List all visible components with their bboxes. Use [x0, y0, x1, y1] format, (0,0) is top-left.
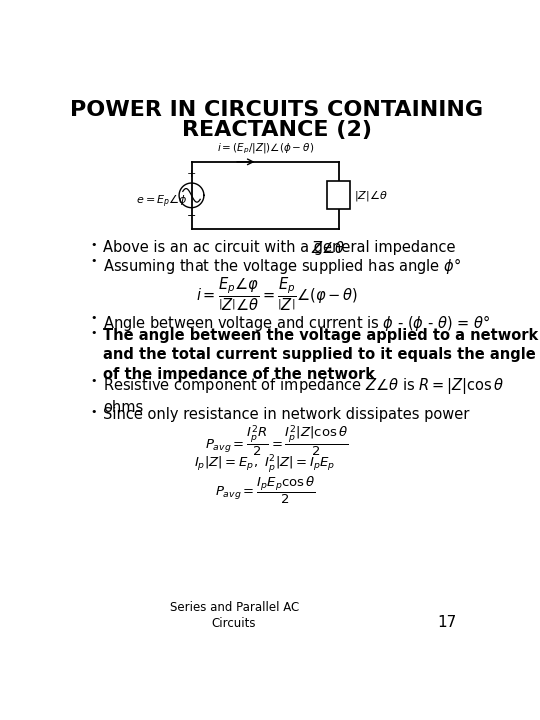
Text: Assuming that the voltage supplied has angle $\phi\degree$: Assuming that the voltage supplied has a…: [103, 256, 461, 276]
Text: $i = (E_p/|Z|)\angle(\phi - \theta)$: $i = (E_p/|Z|)\angle(\phi - \theta)$: [217, 142, 314, 156]
Text: •: •: [91, 256, 97, 266]
Text: $P_{avg} = \dfrac{I_p E_p \cos\theta}{2}$: $P_{avg} = \dfrac{I_p E_p \cos\theta}{2}…: [214, 474, 315, 506]
Bar: [327, 181, 350, 210]
Text: POWER IN CIRCUITS CONTAINING: POWER IN CIRCUITS CONTAINING: [70, 100, 483, 120]
Text: •: •: [91, 312, 97, 323]
Text: Since only resistance in network dissipates power: Since only resistance in network dissipa…: [103, 407, 469, 422]
Text: $P_{avg} = \dfrac{I_p^2 R}{2} = \dfrac{I_p^2|Z|\cos\theta}{2}$: $P_{avg} = \dfrac{I_p^2 R}{2} = \dfrac{I…: [205, 423, 348, 459]
Text: REACTANCE (2): REACTANCE (2): [182, 120, 372, 140]
Text: •: •: [91, 376, 97, 386]
Text: Series and Parallel AC
Circuits: Series and Parallel AC Circuits: [170, 601, 299, 630]
Text: •: •: [91, 328, 97, 338]
Text: −: −: [187, 211, 196, 221]
Text: $I_p|Z| = E_p,\ I_p^2|Z| = I_p E_p$: $I_p|Z| = E_p,\ I_p^2|Z| = I_p E_p$: [194, 453, 336, 475]
Text: $e = E_p\angle\phi$: $e = E_p\angle\phi$: [136, 193, 187, 210]
Text: •: •: [91, 240, 97, 251]
Text: $i = \dfrac{E_p\angle\varphi}{\left|Z\right|\angle\theta} = \dfrac{E_p}{\left|Z\: $i = \dfrac{E_p\angle\varphi}{\left|Z\ri…: [195, 276, 358, 313]
Text: Resistive component of impedance $Z\angle\theta$ is $R = |Z|\cos\theta$
ohms: Resistive component of impedance $Z\angl…: [103, 376, 504, 415]
Text: Angle between voltage and current is $\phi$ - ($\phi$ - $\theta$) = $\theta\degr: Angle between voltage and current is $\p…: [103, 312, 490, 333]
Text: $Z\angle\theta$: $Z\angle\theta$: [311, 240, 345, 256]
Text: +: +: [187, 169, 196, 179]
Text: The angle between the voltage applied to a network
and the total current supplie: The angle between the voltage applied to…: [103, 328, 538, 382]
Text: 17: 17: [437, 615, 457, 630]
Text: Above is an ac circuit with a general impedance: Above is an ac circuit with a general im…: [103, 240, 460, 256]
Text: •: •: [91, 407, 97, 417]
Text: $|Z|\angle\theta$: $|Z|\angle\theta$: [354, 188, 388, 203]
